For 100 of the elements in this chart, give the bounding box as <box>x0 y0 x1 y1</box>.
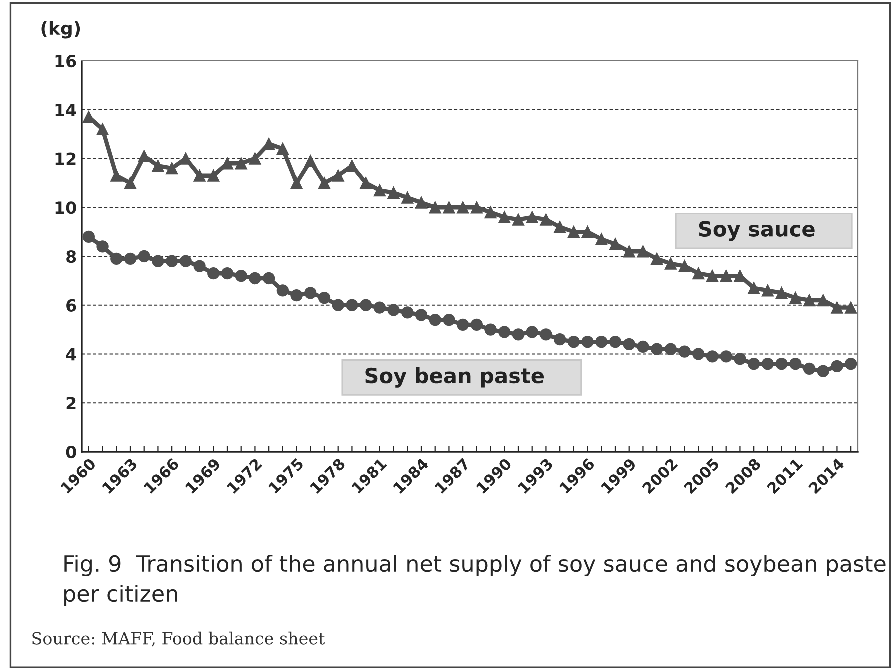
point <box>402 192 414 204</box>
point <box>96 123 109 136</box>
y-tick-label: 10 <box>56 202 76 214</box>
y-tick-label: 16 <box>56 54 76 68</box>
point <box>637 340 650 353</box>
point <box>790 358 802 370</box>
y-axis-title: (kg) <box>42 21 80 39</box>
point <box>609 238 622 250</box>
point <box>96 240 109 253</box>
point <box>776 358 788 370</box>
point <box>346 160 358 172</box>
point <box>415 309 428 322</box>
point <box>152 160 164 172</box>
point <box>609 336 622 348</box>
point <box>623 246 636 258</box>
point <box>623 338 636 351</box>
point <box>443 202 456 214</box>
point <box>290 290 303 302</box>
point <box>706 350 719 363</box>
point <box>332 299 344 312</box>
point <box>540 328 552 341</box>
point <box>748 282 760 294</box>
point <box>166 162 178 175</box>
point <box>318 292 331 304</box>
point <box>692 268 705 280</box>
point <box>637 246 650 258</box>
point <box>734 353 746 366</box>
point <box>318 177 331 190</box>
point <box>762 284 774 297</box>
point <box>110 170 123 182</box>
point <box>498 326 511 338</box>
point <box>664 258 678 270</box>
point <box>526 326 538 338</box>
y-tick-label: 8 <box>66 250 76 264</box>
point <box>138 150 150 162</box>
point <box>290 177 303 190</box>
point <box>332 170 344 182</box>
point <box>304 155 317 168</box>
point <box>568 226 580 238</box>
y-tick-label: 12 <box>56 152 76 166</box>
point <box>276 284 290 297</box>
point <box>360 177 372 190</box>
point <box>235 270 248 282</box>
point <box>124 252 137 266</box>
point <box>748 358 760 370</box>
point <box>388 186 400 200</box>
point <box>208 268 220 280</box>
point <box>194 260 206 272</box>
point <box>138 250 150 263</box>
point <box>346 299 358 312</box>
point <box>470 318 484 331</box>
point <box>776 287 788 300</box>
point <box>650 343 664 356</box>
point <box>817 294 830 307</box>
point <box>706 270 719 282</box>
point <box>678 260 691 272</box>
point <box>762 358 774 370</box>
series-label: Soy sauce <box>699 221 815 242</box>
point <box>554 221 566 234</box>
point <box>180 255 192 268</box>
point <box>484 206 497 219</box>
point <box>844 358 858 370</box>
point <box>540 214 552 226</box>
point <box>720 270 732 282</box>
point <box>596 336 608 348</box>
point <box>152 255 164 268</box>
point <box>166 255 178 268</box>
point <box>498 211 511 224</box>
point <box>554 334 566 346</box>
point <box>568 336 580 348</box>
point <box>374 184 386 197</box>
point <box>82 230 96 244</box>
series-label: Soy bean paste <box>366 368 544 388</box>
point <box>456 318 470 331</box>
point <box>844 302 858 314</box>
point <box>235 158 248 170</box>
y-tick-label: 2 <box>66 397 76 410</box>
point <box>402 306 414 319</box>
point <box>817 365 830 378</box>
point <box>720 350 732 363</box>
point <box>484 324 497 336</box>
point <box>249 152 262 165</box>
point <box>678 346 691 358</box>
point <box>124 177 137 190</box>
y-tick-label: 6 <box>66 299 76 312</box>
point <box>803 294 816 307</box>
point <box>388 304 400 316</box>
y-tick-label: 4 <box>66 348 76 361</box>
point <box>249 272 262 285</box>
point <box>194 170 206 182</box>
point <box>512 214 525 226</box>
point <box>526 211 538 224</box>
point <box>429 314 442 326</box>
y-tick-label: 14 <box>56 104 76 116</box>
point <box>582 336 594 348</box>
point <box>803 362 816 375</box>
point <box>582 226 594 238</box>
point <box>790 292 802 304</box>
point <box>664 343 678 356</box>
point <box>180 152 192 165</box>
